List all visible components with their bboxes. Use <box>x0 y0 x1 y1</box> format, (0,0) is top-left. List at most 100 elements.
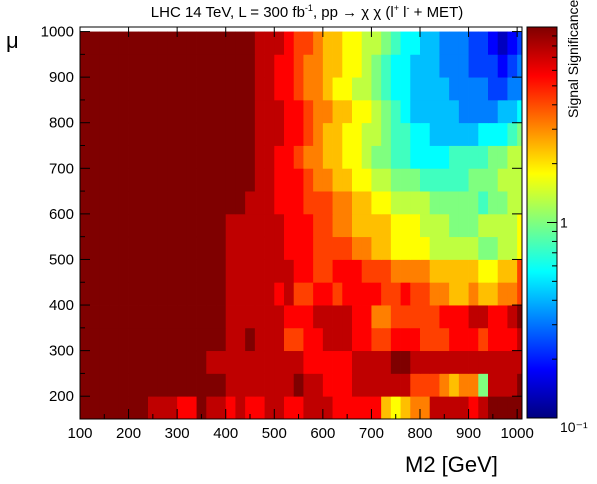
heatmap-cell <box>196 259 207 283</box>
plot-frame <box>79 26 523 420</box>
heatmap-cell <box>420 259 431 283</box>
heatmap-cell <box>303 31 314 55</box>
heatmap-cell <box>128 213 139 238</box>
heatmap-cell <box>352 168 363 192</box>
heatmap-cell <box>254 54 265 78</box>
heatmap-cell <box>332 77 343 101</box>
heatmap-cell <box>167 54 178 78</box>
heatmap-cell <box>118 282 129 306</box>
heatmap-cell <box>128 282 139 306</box>
heatmap-cell <box>206 373 217 397</box>
heatmap-cell <box>400 122 411 146</box>
heatmap-cell <box>186 168 197 192</box>
heatmap-cell <box>186 350 197 374</box>
heatmap-cell <box>400 305 411 329</box>
heatmap-cell <box>342 236 353 260</box>
heatmap-cell <box>420 122 431 146</box>
heatmap-cell <box>361 305 372 329</box>
heatmap-cell <box>284 259 295 283</box>
colorbar-tick-label: 10⁻¹ <box>560 419 588 435</box>
heatmap-cell <box>80 305 91 329</box>
heatmap-cell <box>390 373 401 397</box>
heatmap-cell <box>274 99 285 124</box>
heatmap-cell <box>274 282 285 306</box>
heatmap-cell <box>225 145 236 169</box>
heatmap-cell <box>497 236 508 260</box>
heatmap-cell <box>449 99 460 124</box>
heatmap-cell <box>89 168 100 192</box>
heatmap-cell <box>342 145 353 169</box>
heatmap-cell <box>342 54 353 78</box>
heatmap-cell <box>488 213 499 238</box>
heatmap-cell <box>497 327 508 352</box>
heatmap-cell <box>138 191 149 215</box>
heatmap-cell <box>254 236 265 260</box>
heatmap-cell <box>313 327 324 352</box>
heatmap-cell <box>109 99 120 124</box>
heatmap-cell <box>148 305 159 329</box>
heatmap-cell <box>322 168 333 192</box>
heatmap-cell <box>361 54 372 78</box>
heatmap-cell <box>235 396 246 420</box>
heatmap-cell <box>80 236 91 260</box>
heatmap-cell <box>410 77 421 101</box>
heatmap-cell <box>478 191 489 215</box>
heatmap-cell <box>400 54 411 78</box>
heatmap-cell <box>186 305 197 329</box>
heatmap-cell <box>245 191 256 215</box>
heatmap-cell <box>517 213 523 238</box>
heatmap-cell <box>157 77 168 101</box>
heatmap-cell <box>410 122 421 146</box>
heatmap-cell <box>138 145 149 169</box>
heatmap-cell <box>186 54 197 78</box>
heatmap-cell <box>439 327 450 352</box>
heatmap-cell <box>167 213 178 238</box>
heatmap-cell <box>449 282 460 306</box>
heatmap-cell <box>517 282 523 306</box>
heatmap-cell <box>371 122 382 146</box>
heatmap-cell <box>216 31 227 55</box>
heatmap-cell <box>410 31 421 55</box>
heatmap-cell <box>284 350 295 374</box>
heatmap-cell <box>186 145 197 169</box>
heatmap-cell <box>177 213 188 238</box>
heatmap-cell <box>293 168 304 192</box>
heatmap-cell <box>225 191 236 215</box>
heatmap-cell <box>420 236 431 260</box>
heatmap-cell <box>225 99 236 124</box>
heatmap-cell <box>206 31 217 55</box>
heatmap-cell <box>245 259 256 283</box>
heatmap-cell <box>235 305 246 329</box>
heatmap-cell <box>420 396 431 420</box>
heatmap-cell <box>128 327 139 352</box>
heatmap-cell <box>254 259 265 283</box>
heatmap-cell <box>99 191 110 215</box>
heatmap-cell <box>225 236 236 260</box>
heatmap-cell <box>138 305 149 329</box>
heatmap-cell <box>449 373 460 397</box>
heatmap-cell <box>507 259 518 283</box>
heatmap-cell <box>99 145 110 169</box>
heatmap-cell <box>429 191 440 215</box>
heatmap-cell <box>458 31 469 55</box>
heatmap-cell <box>371 350 382 374</box>
heatmap-cell <box>235 213 246 238</box>
heatmap-cell <box>284 168 295 192</box>
heatmap-cell <box>177 99 188 124</box>
heatmap-cell <box>138 396 149 420</box>
heatmap-cell <box>488 77 499 101</box>
heatmap-cell <box>303 236 314 260</box>
heatmap-cell <box>517 305 523 329</box>
heatmap-cell <box>216 282 227 306</box>
heatmap-cell <box>235 191 246 215</box>
heatmap-cell <box>381 213 392 238</box>
heatmap-cell <box>517 327 523 352</box>
heatmap-cell <box>138 236 149 260</box>
heatmap-cell <box>293 259 304 283</box>
heatmap-cell <box>361 350 372 374</box>
heatmap-cell <box>322 99 333 124</box>
heatmap-cell <box>293 77 304 101</box>
heatmap-cell <box>284 282 295 306</box>
heatmap-cell <box>99 373 110 397</box>
heatmap-cell <box>206 396 217 420</box>
